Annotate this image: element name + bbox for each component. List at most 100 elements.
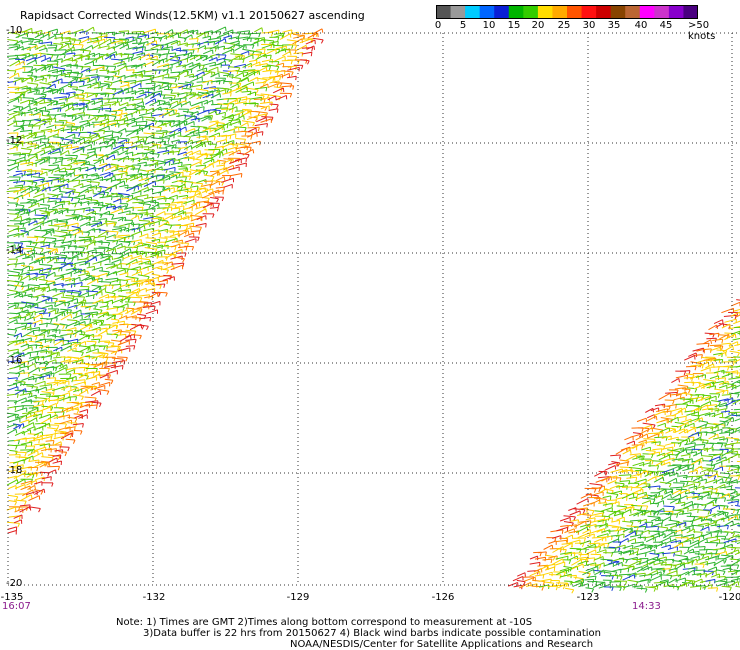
wind-barb (143, 251, 157, 254)
wind-barb (277, 41, 279, 46)
wind-barb (301, 52, 304, 57)
wind-barb (123, 164, 133, 170)
wind-barb (62, 325, 65, 330)
wind-barb (123, 117, 135, 122)
wind-barb (171, 179, 183, 184)
wind-barb (7, 526, 17, 530)
wind-barb (276, 104, 279, 109)
wind-barb (104, 364, 116, 368)
wind-barb (124, 96, 134, 100)
wind-barb (185, 246, 188, 251)
wind-barb (220, 63, 222, 68)
wind-barb (231, 108, 234, 113)
wind-barb (171, 61, 180, 66)
wind-barb (46, 351, 60, 357)
wind-barb (69, 433, 73, 438)
wind-barb (101, 363, 104, 369)
wind-barb (18, 60, 21, 65)
wind-barb (78, 40, 82, 45)
wind-barb (151, 106, 162, 112)
wind-barb (732, 399, 740, 405)
wind-barb (165, 39, 178, 45)
wind-barb (41, 141, 51, 145)
wind-barb (95, 404, 98, 410)
wind-barb (119, 272, 129, 276)
wind-barb (7, 348, 19, 352)
wind-barb (79, 403, 90, 409)
wind-barb (196, 179, 207, 184)
wind-barb (66, 376, 77, 381)
wind-barb (218, 73, 220, 78)
wind-barb (187, 230, 190, 235)
wind-barb (56, 54, 59, 59)
wind-barb (14, 116, 16, 121)
wind-barb (85, 100, 95, 105)
wind-barb (46, 255, 59, 259)
wind-barb (683, 371, 687, 376)
wind-barb (7, 165, 18, 172)
wind-barb (143, 270, 154, 276)
wind-barb (54, 249, 58, 254)
wind-barb (157, 48, 170, 51)
wind-barb (636, 417, 647, 423)
wind-barb (250, 111, 252, 116)
wind-barb (72, 146, 85, 151)
wind-barb (26, 249, 35, 253)
wind-barb (127, 44, 130, 49)
wind-barb (90, 37, 92, 43)
wind-barb (725, 417, 734, 422)
wind-barb (212, 149, 215, 154)
wind-barb (241, 111, 251, 117)
wind-barb (142, 305, 156, 308)
wind-barb (102, 158, 105, 163)
wind-barb (82, 81, 85, 86)
wind-barb (246, 115, 258, 121)
wind-barb (81, 126, 85, 131)
wind-barb (706, 385, 716, 389)
wind-barb (40, 417, 51, 425)
wind-barb (126, 150, 128, 155)
wind-barb (645, 407, 654, 413)
wind-barb (73, 56, 82, 61)
wind-barb (124, 39, 137, 45)
wind-barb (84, 44, 93, 51)
wind-barb (98, 163, 107, 167)
wind-barb (182, 170, 192, 173)
wind-barb (111, 330, 121, 336)
wind-barb (106, 66, 109, 71)
wind-barb (52, 146, 64, 151)
wind-barb (143, 69, 157, 73)
wind-barb (103, 172, 113, 178)
wind-barb (40, 89, 53, 95)
wind-barb (118, 150, 128, 156)
wind-barb (154, 207, 156, 213)
wind-barb (22, 76, 32, 83)
wind-barb (210, 180, 213, 186)
wind-barb (21, 352, 31, 357)
wind-barb (107, 93, 110, 98)
wind-barb (27, 153, 38, 156)
wind-barb (83, 112, 85, 117)
wind-barb (52, 440, 55, 445)
wind-barb (313, 45, 315, 50)
wind-barb (248, 143, 251, 148)
wind-barb (111, 145, 113, 150)
wind-barb (158, 111, 170, 117)
wind-barb (104, 255, 113, 261)
wind-barb (198, 230, 201, 235)
wind-barb (20, 480, 33, 485)
wind-barb (28, 101, 38, 106)
wind-barb (184, 54, 195, 60)
wind-barb (105, 110, 117, 113)
wind-barb (184, 252, 187, 257)
wind-barb (80, 275, 92, 282)
wind-barb (247, 126, 260, 129)
wind-barb (111, 113, 122, 117)
wind-barb (81, 352, 84, 357)
wind-barb (130, 64, 143, 68)
wind-barb (15, 335, 19, 340)
wind-barb (255, 110, 268, 114)
wind-barb (7, 116, 15, 121)
scale-swatch (639, 5, 655, 19)
